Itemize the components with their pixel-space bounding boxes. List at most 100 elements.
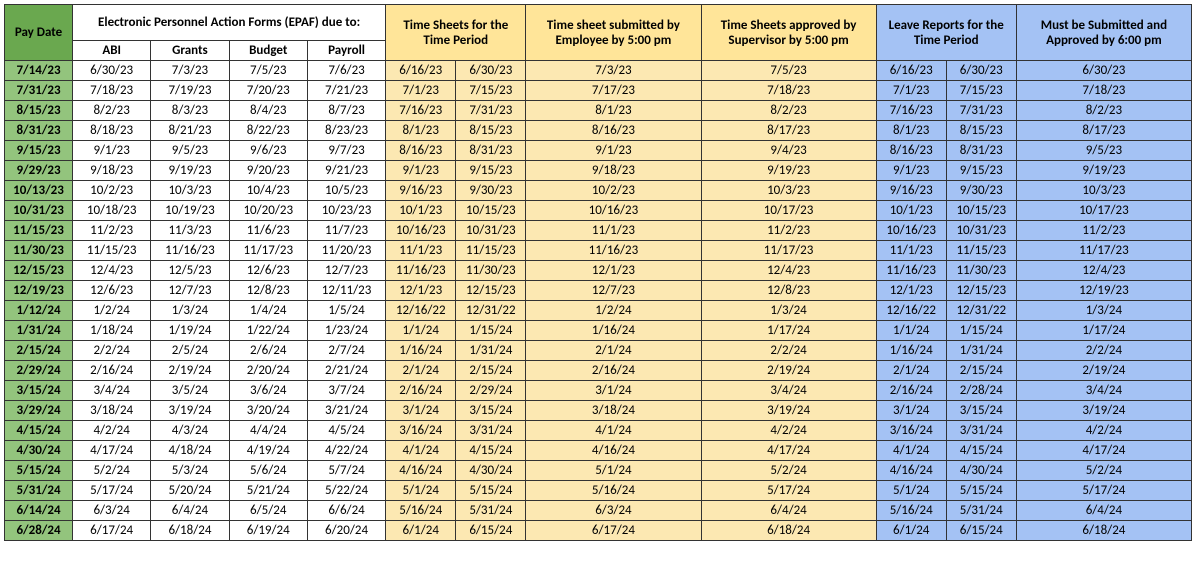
cell-ts-end: 7/15/23 — [456, 81, 526, 101]
cell-ts-sup: 7/18/23 — [701, 81, 876, 101]
cell-ts-end: 4/30/24 — [456, 461, 526, 481]
cell-ts-sup: 4/17/24 — [701, 441, 876, 461]
cell-paydate: 1/12/24 — [5, 301, 73, 321]
cell-lr-end: 5/31/24 — [946, 501, 1016, 521]
table-row: 2/29/242/16/242/19/242/20/242/21/242/1/2… — [5, 361, 1192, 381]
cell-abi: 5/2/24 — [73, 461, 151, 481]
cell-budget: 12/8/23 — [229, 281, 307, 301]
cell-grants: 3/19/24 — [151, 401, 229, 421]
cell-ts-emp: 1/2/24 — [526, 301, 701, 321]
header-payroll: Payroll — [307, 41, 385, 61]
header-budget: Budget — [229, 41, 307, 61]
cell-ts-emp: 4/1/24 — [526, 421, 701, 441]
table-row: 1/31/241/18/241/19/241/22/241/23/241/1/2… — [5, 321, 1192, 341]
cell-ts-sup: 10/17/23 — [701, 201, 876, 221]
cell-lr-end: 8/31/23 — [946, 141, 1016, 161]
cell-paydate: 8/15/23 — [5, 101, 73, 121]
cell-lr-end: 11/30/23 — [946, 261, 1016, 281]
cell-ts-sup: 8/2/23 — [701, 101, 876, 121]
cell-lr-end: 10/31/23 — [946, 221, 1016, 241]
cell-ts-sup: 7/5/23 — [701, 61, 876, 81]
cell-grants: 4/18/24 — [151, 441, 229, 461]
cell-ts-emp: 8/16/23 — [526, 121, 701, 141]
cell-grants: 6/4/24 — [151, 501, 229, 521]
cell-ts-sup: 8/17/23 — [701, 121, 876, 141]
table-row: 3/15/243/4/243/5/243/6/243/7/242/16/242/… — [5, 381, 1192, 401]
cell-ts-start: 11/16/23 — [386, 261, 456, 281]
cell-ts-end: 3/15/24 — [456, 401, 526, 421]
cell-lr-start: 5/1/24 — [876, 481, 946, 501]
cell-lr-submit: 5/2/24 — [1016, 461, 1191, 481]
cell-lr-submit: 10/3/23 — [1016, 181, 1191, 201]
cell-grants: 9/19/23 — [151, 161, 229, 181]
cell-paydate: 3/29/24 — [5, 401, 73, 421]
cell-ts-start: 2/16/24 — [386, 381, 456, 401]
cell-ts-start: 10/16/23 — [386, 221, 456, 241]
cell-lr-submit: 2/19/24 — [1016, 361, 1191, 381]
cell-ts-emp: 1/16/24 — [526, 321, 701, 341]
cell-lr-submit: 3/19/24 — [1016, 401, 1191, 421]
cell-ts-end: 5/15/24 — [456, 481, 526, 501]
cell-grants: 4/3/24 — [151, 421, 229, 441]
cell-ts-emp: 2/1/24 — [526, 341, 701, 361]
cell-lr-start: 2/1/24 — [876, 361, 946, 381]
cell-lr-start: 1/1/24 — [876, 321, 946, 341]
cell-lr-end: 3/31/24 — [946, 421, 1016, 441]
table-row: 6/14/246/3/246/4/246/5/246/6/245/16/245/… — [5, 501, 1192, 521]
cell-lr-start: 10/16/23 — [876, 221, 946, 241]
cell-ts-end: 9/30/23 — [456, 181, 526, 201]
cell-paydate: 2/15/24 — [5, 341, 73, 361]
cell-ts-emp: 11/1/23 — [526, 221, 701, 241]
cell-lr-submit: 10/17/23 — [1016, 201, 1191, 221]
table-row: 3/29/243/18/243/19/243/20/243/21/243/1/2… — [5, 401, 1192, 421]
cell-paydate: 12/15/23 — [5, 261, 73, 281]
cell-lr-start: 9/1/23 — [876, 161, 946, 181]
cell-lr-end: 10/15/23 — [946, 201, 1016, 221]
cell-ts-end: 6/30/23 — [456, 61, 526, 81]
cell-ts-emp: 12/1/23 — [526, 261, 701, 281]
cell-budget: 4/19/24 — [229, 441, 307, 461]
cell-ts-sup: 9/4/23 — [701, 141, 876, 161]
cell-lr-end: 2/15/24 — [946, 361, 1016, 381]
table-row: 7/14/236/30/237/3/237/5/237/6/236/16/236… — [5, 61, 1192, 81]
cell-lr-submit: 11/17/23 — [1016, 241, 1191, 261]
cell-ts-end: 8/15/23 — [456, 121, 526, 141]
cell-lr-end: 12/31/22 — [946, 301, 1016, 321]
cell-grants: 8/3/23 — [151, 101, 229, 121]
cell-ts-sup: 3/19/24 — [701, 401, 876, 421]
cell-ts-start: 3/1/24 — [386, 401, 456, 421]
cell-grants: 10/19/23 — [151, 201, 229, 221]
cell-lr-submit: 12/19/23 — [1016, 281, 1191, 301]
cell-payroll: 2/7/24 — [307, 341, 385, 361]
header-ts-supervisor: Time Sheets approved by Supervisor by 5:… — [701, 5, 876, 61]
cell-grants: 7/19/23 — [151, 81, 229, 101]
cell-lr-start: 3/16/24 — [876, 421, 946, 441]
cell-abi: 4/2/24 — [73, 421, 151, 441]
cell-abi: 3/4/24 — [73, 381, 151, 401]
cell-budget: 10/20/23 — [229, 201, 307, 221]
cell-ts-sup: 12/4/23 — [701, 261, 876, 281]
cell-payroll: 10/23/23 — [307, 201, 385, 221]
cell-paydate: 6/28/24 — [5, 521, 73, 541]
cell-payroll: 2/21/24 — [307, 361, 385, 381]
cell-ts-sup: 11/17/23 — [701, 241, 876, 261]
cell-payroll: 7/6/23 — [307, 61, 385, 81]
cell-ts-sup: 6/4/24 — [701, 501, 876, 521]
cell-ts-end: 8/31/23 — [456, 141, 526, 161]
cell-lr-submit: 4/17/24 — [1016, 441, 1191, 461]
cell-ts-sup: 9/19/23 — [701, 161, 876, 181]
cell-ts-start: 3/16/24 — [386, 421, 456, 441]
table-row: 1/12/241/2/241/3/241/4/241/5/2412/16/221… — [5, 301, 1192, 321]
cell-ts-end: 9/15/23 — [456, 161, 526, 181]
table-row: 5/15/245/2/245/3/245/6/245/7/244/16/244/… — [5, 461, 1192, 481]
cell-abi: 4/17/24 — [73, 441, 151, 461]
cell-lr-end: 3/15/24 — [946, 401, 1016, 421]
cell-budget: 5/21/24 — [229, 481, 307, 501]
cell-lr-submit: 9/5/23 — [1016, 141, 1191, 161]
header-abi: ABI — [73, 41, 151, 61]
cell-lr-start: 10/1/23 — [876, 201, 946, 221]
cell-paydate: 4/30/24 — [5, 441, 73, 461]
table-row: 5/31/245/17/245/20/245/21/245/22/245/1/2… — [5, 481, 1192, 501]
table-row: 4/15/244/2/244/3/244/4/244/5/243/16/243/… — [5, 421, 1192, 441]
cell-paydate: 12/19/23 — [5, 281, 73, 301]
